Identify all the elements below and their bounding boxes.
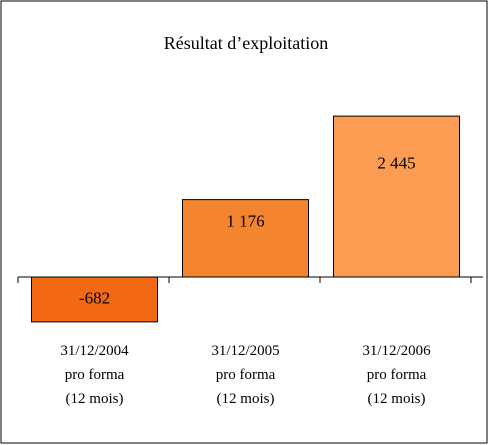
chart-title: Résultat d’exploitation xyxy=(164,33,328,53)
bar xyxy=(182,199,309,278)
x-tick-label: 31/12/2005 pro forma (12 mois) xyxy=(211,343,280,407)
x-tick-label: 31/12/2006 pro forma (12 mois) xyxy=(362,343,431,407)
data-label: 1 176 xyxy=(226,212,264,231)
x-tick-label: 31/12/2004 pro forma (12 mois) xyxy=(60,343,129,407)
bar xyxy=(31,276,158,323)
data-label: -682 xyxy=(79,288,110,307)
bar xyxy=(333,115,460,278)
data-label: 2 445 xyxy=(377,153,415,172)
